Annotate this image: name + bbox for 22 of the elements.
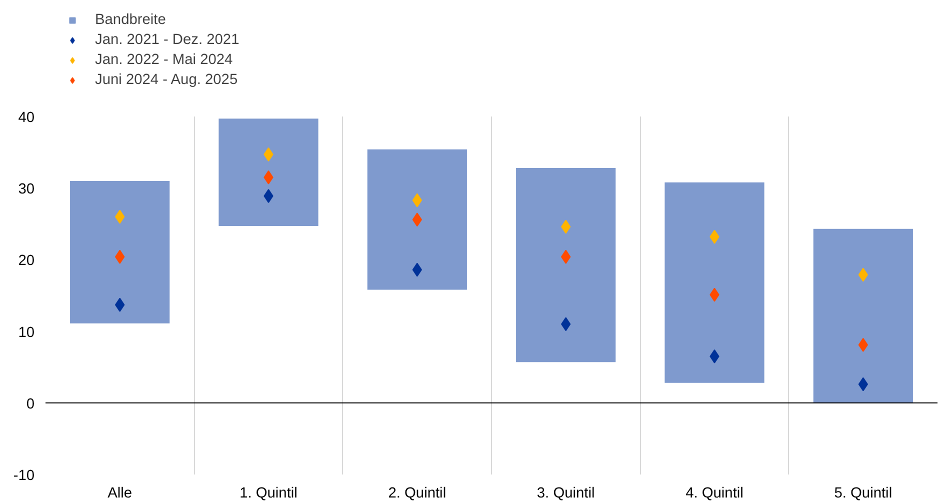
y-tick-label: 30 (18, 182, 35, 198)
y-tick-label: -10 (13, 468, 35, 484)
legend-label: Jan. 2022 - Mai 2024 (95, 52, 233, 68)
y-tick-label: 10 (18, 324, 35, 341)
y-tick-label: 40 (18, 110, 35, 126)
x-tick-label: 4. Quintil (686, 486, 744, 502)
x-tick-label: 3. Quintil (536, 486, 595, 502)
x-tick-label: 2. Quintil (388, 486, 446, 502)
x-tick-label: 5. Quintil (834, 486, 892, 502)
x-tick-label: Alle (108, 486, 132, 502)
legend-label: Bandbreite (95, 12, 166, 28)
bar (367, 149, 467, 290)
bar (813, 228, 913, 403)
bar (664, 182, 764, 383)
y-tick-label: 0 (26, 396, 35, 412)
legend-label: Juni 2024 - Aug. 2025 (95, 72, 238, 88)
x-tick-label: 1. Quintil (240, 486, 298, 502)
bar (70, 180, 170, 324)
bar (218, 118, 318, 226)
legend-label: Jan. 2021 - Dez. 2021 (95, 32, 240, 48)
bar (516, 168, 616, 362)
y-tick-label: 20 (18, 253, 35, 270)
